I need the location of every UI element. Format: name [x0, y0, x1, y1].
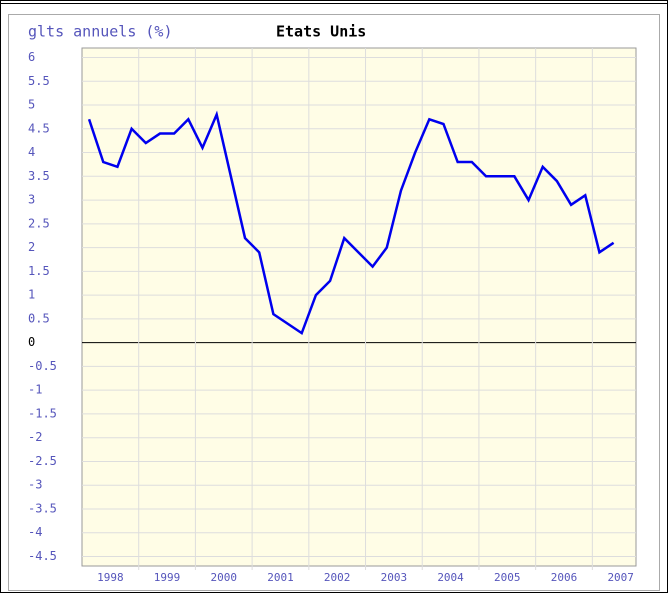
x-tick-label: 2005	[494, 571, 521, 584]
chart-title: Etats Unis	[276, 23, 366, 41]
y-tick-label: 1.5	[28, 264, 50, 278]
x-tick-label: 2000	[211, 571, 238, 584]
x-tick-label: 2007	[607, 571, 634, 584]
y-tick-label: -2.5	[28, 454, 57, 468]
y-tick-label: -3	[28, 478, 42, 492]
y-tick-label: 4.5	[28, 121, 50, 135]
x-tick-label: 2006	[551, 571, 578, 584]
y-tick-label: 6	[28, 50, 35, 64]
y-tick-label: -0.5	[28, 359, 57, 373]
y-axis-title: glts annuels (%)	[28, 23, 173, 41]
y-tick-label: -1.5	[28, 406, 57, 420]
x-tick-label: 2001	[267, 571, 294, 584]
line-series	[87, 110, 615, 336]
x-tick-label: 2003	[381, 571, 408, 584]
y-tick-label: -4	[28, 525, 42, 539]
y-tick-label: 2.5	[28, 216, 50, 230]
y-tick-label: -4.5	[28, 549, 57, 563]
x-tick-label: 2004	[437, 571, 464, 584]
x-tick-label: 1999	[154, 571, 181, 584]
y-tick-label: -1	[28, 383, 42, 397]
y-tick-label: 4	[28, 145, 35, 159]
y-tick-label: 0	[28, 335, 35, 349]
y-tick-label: 1	[28, 288, 35, 302]
y-tick-label: 5.5	[28, 74, 50, 88]
y-tick-label: 5	[28, 98, 35, 112]
y-tick-label: -3.5	[28, 501, 57, 515]
plot-area	[81, 47, 637, 567]
x-tick-label: 2002	[324, 571, 351, 584]
y-tick-label: 2	[28, 240, 35, 254]
y-tick-label: -2	[28, 430, 42, 444]
y-tick-label: 0.5	[28, 311, 50, 325]
y-tick-label: 3	[28, 193, 35, 207]
x-tick-label: 1998	[97, 571, 124, 584]
y-tick-label: 3.5	[28, 169, 50, 183]
